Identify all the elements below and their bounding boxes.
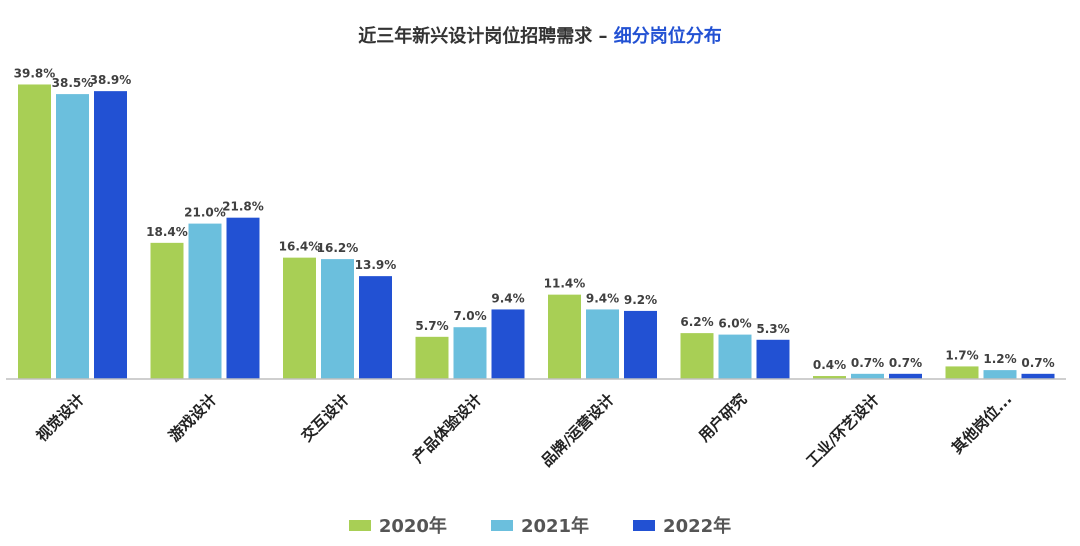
bar-8-series-2 <box>983 370 1017 379</box>
bars-group <box>18 84 1055 379</box>
value-label-6-series-3: 5.3% <box>756 322 789 336</box>
chart-title-main: 近三年新兴设计岗位招聘需求 – <box>358 26 614 47</box>
legend-label-2: 2021年 <box>520 516 590 537</box>
legend-label-1: 2020年 <box>378 516 447 537</box>
value-labels-group: 39.8%38.5%38.9% 18.4% 21.0%21.8% 16.4%16.2%… <box>14 66 1055 372</box>
category-label-8: 其他岗位... <box>948 390 1015 457</box>
bar-3-series-2 <box>321 259 354 379</box>
legend-swatch-2 <box>490 519 513 531</box>
category-label-1: 视觉设计 <box>33 390 88 445</box>
value-label-4-series-2: 7.0% <box>453 309 486 323</box>
value-label-8-series-2: 1.2% <box>983 352 1016 366</box>
value-label-3-series-3: 13.9% <box>355 258 397 272</box>
value-label-1-series-3: 38.9% <box>90 73 132 87</box>
value-label-3-series-2: 16.2% <box>317 241 359 255</box>
legend-swatch-1 <box>348 519 371 531</box>
bar-7-series-3 <box>889 373 922 379</box>
value-label-8-series-1: 1.7% <box>945 348 978 362</box>
value-label-5-series-1: 11.4% <box>544 277 586 291</box>
value-label-5-series-2: 9.4% <box>586 291 619 305</box>
bar-4-series-1 <box>415 336 449 379</box>
legend: 2020年 2021年 2022年 <box>0 512 1080 538</box>
value-label-1-series-1: 39.8% <box>14 66 56 80</box>
value-label-1-series-2: 38.5% <box>52 76 94 90</box>
bar-1-series-3 <box>94 91 127 379</box>
value-label-2-series-1: 18.4% <box>146 225 188 239</box>
bar-6-series-3 <box>756 339 790 379</box>
category-label-3: 交互设计 <box>298 390 353 445</box>
value-label-5-series-3: 9.2% <box>624 293 657 307</box>
bar-2-series-1 <box>150 242 184 379</box>
chart-title-highlight: 细分岗位分布 <box>613 26 722 47</box>
bar-4-series-3 <box>491 309 525 379</box>
category-label-5: 品牌/运营设计 <box>538 390 618 470</box>
bar-6-series-1 <box>680 333 714 379</box>
value-label-2-series-3: 21.8% <box>222 200 264 214</box>
bar-7-series-1 <box>813 376 846 379</box>
bar-7-series-2 <box>851 373 884 379</box>
bar-1-series-2 <box>56 94 89 379</box>
legend-label-3: 2022年 <box>663 516 732 537</box>
bar-8-series-1 <box>945 366 979 379</box>
bar-8-series-3 <box>1021 373 1055 379</box>
value-label-6-series-1: 6.2% <box>680 315 713 329</box>
value-label-3-series-1: 16.4% <box>279 240 321 254</box>
value-label-4-series-1: 5.7% <box>415 319 448 333</box>
bar-2-series-3 <box>226 217 260 379</box>
bar-5-series-2 <box>586 309 619 379</box>
legend-item-3: 2022年 <box>633 512 731 538</box>
value-label-6-series-2: 6.0% <box>718 317 751 331</box>
bar-3-series-3 <box>359 276 392 379</box>
bar-5-series-3 <box>624 310 657 379</box>
bar-5-series-1 <box>548 294 581 379</box>
value-label-7-series-1: 0.4% <box>813 358 846 372</box>
category-label-6: 用户研究 <box>695 390 750 445</box>
legend-item-2: 2021年 <box>490 512 590 538</box>
category-labels-group: 视觉设计 游戏设计 交互设计 产品体验设计 品牌/运营设计 用户研究 工业/环艺设计 其他岗位… <box>33 390 1016 470</box>
value-label-7-series-3: 0.7% <box>889 356 922 370</box>
value-label-7-series-2: 0.7% <box>851 356 884 370</box>
bar-6-series-2 <box>718 334 752 379</box>
category-label-7: 工业/环艺设计 <box>803 390 883 470</box>
value-label-8-series-3: 0.7% <box>1021 356 1054 370</box>
legend-swatch-3 <box>633 519 656 531</box>
bar-4-series-2 <box>453 327 487 379</box>
bar-2-series-2 <box>188 223 222 379</box>
bar-3-series-1 <box>283 257 316 379</box>
legend-item-1: 2020年 <box>348 512 447 538</box>
category-label-2: 游戏设计 <box>165 390 220 445</box>
bar-1-series-1 <box>18 84 51 379</box>
chart-title: 近三年新兴设计岗位招聘需求 – 细分岗位分布 <box>0 22 1080 48</box>
value-label-2-series-2: 21.0% <box>184 206 226 220</box>
category-label-4: 产品体验设计 <box>409 390 485 466</box>
value-label-4-series-3: 9.4% <box>491 291 524 305</box>
